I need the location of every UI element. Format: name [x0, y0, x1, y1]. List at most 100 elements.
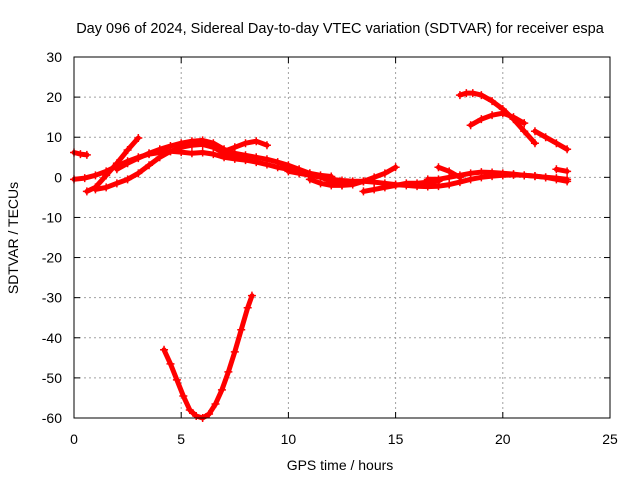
data-point — [477, 168, 486, 177]
data-point — [445, 167, 454, 176]
plot-frame — [73, 56, 611, 419]
data-point — [205, 409, 214, 418]
data-point — [370, 173, 379, 182]
data-point — [217, 385, 226, 394]
data-point — [123, 175, 132, 184]
data-point — [177, 139, 186, 148]
data-point — [123, 159, 132, 168]
data-point — [187, 149, 196, 158]
series-track-16 — [160, 291, 256, 422]
data-point — [488, 97, 497, 106]
y-tick-label: -50 — [42, 370, 62, 386]
data-point — [380, 183, 389, 192]
data-point — [237, 325, 246, 334]
data-point — [520, 119, 529, 128]
data-point — [305, 175, 314, 184]
data-point — [445, 180, 454, 189]
data-point — [241, 139, 250, 148]
data-point — [434, 163, 443, 172]
data-point — [112, 165, 121, 174]
data-point — [220, 147, 229, 156]
x-tick-label: 0 — [70, 431, 78, 447]
data-point — [155, 153, 164, 162]
data-point — [455, 91, 464, 100]
series-track-14 — [530, 127, 572, 154]
data-point — [348, 180, 357, 189]
data-point — [359, 177, 368, 186]
data-point — [380, 169, 389, 178]
data-point — [241, 151, 250, 160]
data-point — [198, 148, 207, 157]
data-point — [134, 154, 143, 163]
data-point — [466, 121, 475, 130]
data-point — [252, 137, 261, 146]
data-point — [541, 133, 550, 142]
x-axis-label: GPS time / hours — [287, 457, 394, 473]
y-tick-label: -60 — [42, 410, 62, 426]
data-point — [498, 169, 507, 178]
data-point — [509, 170, 518, 179]
data-point — [468, 89, 477, 98]
data-point — [391, 163, 400, 172]
data-point — [192, 411, 201, 420]
data-point — [563, 177, 572, 186]
series-track-12 — [455, 89, 539, 148]
data-point — [359, 187, 368, 196]
data-point — [273, 158, 282, 167]
data-point — [145, 149, 154, 158]
x-tick-label: 15 — [388, 431, 404, 447]
series-track-11 — [434, 163, 464, 182]
data-point — [370, 185, 379, 194]
data-point — [509, 113, 518, 122]
data-point — [520, 127, 529, 136]
data-point — [252, 153, 261, 162]
data-point — [520, 171, 529, 180]
data-point — [112, 179, 121, 188]
data-point — [160, 345, 169, 354]
y-tick-label: -10 — [42, 209, 62, 225]
data-point — [488, 168, 497, 177]
data-point — [434, 175, 443, 184]
data-point — [391, 181, 400, 190]
y-tick-label: -40 — [42, 330, 62, 346]
data-point — [327, 181, 336, 190]
data-point — [338, 181, 346, 190]
y-tick-label: -20 — [42, 250, 62, 266]
data-point — [262, 155, 271, 164]
data-point — [563, 145, 572, 154]
data-point — [166, 142, 175, 151]
y-tick-label: -30 — [42, 290, 62, 306]
data-point — [563, 167, 572, 176]
data-point — [423, 175, 432, 184]
data-point — [209, 150, 218, 159]
data-point — [466, 169, 475, 178]
data-point — [541, 173, 550, 182]
data-point — [179, 391, 188, 400]
data-point — [166, 359, 175, 368]
series-track-8 — [305, 163, 400, 190]
y-tick-labels: -60 -50 -40 -30 -20 -10 0 10 20 30 — [42, 49, 62, 426]
data-point — [91, 185, 100, 194]
series-track-10 — [423, 168, 572, 186]
data-point — [82, 150, 91, 159]
data-point — [530, 172, 539, 181]
data-point — [76, 150, 85, 159]
data-point — [413, 179, 422, 188]
data-point — [552, 175, 561, 184]
x-tick-labels: 0 5 10 15 20 25 — [70, 431, 618, 447]
data-point — [498, 109, 507, 118]
x-tick-label: 5 — [177, 431, 185, 447]
data-point — [552, 165, 561, 174]
data-point — [262, 141, 271, 150]
x-tick-label: 10 — [281, 431, 297, 447]
series-track-15 — [552, 165, 572, 176]
data-point — [224, 367, 233, 376]
series-line — [532, 128, 570, 152]
y-tick-label: 10 — [46, 129, 62, 145]
y-tick-label: 30 — [46, 49, 62, 65]
data-point — [295, 169, 304, 178]
series-track-13 — [466, 109, 529, 130]
data-point — [102, 171, 111, 180]
